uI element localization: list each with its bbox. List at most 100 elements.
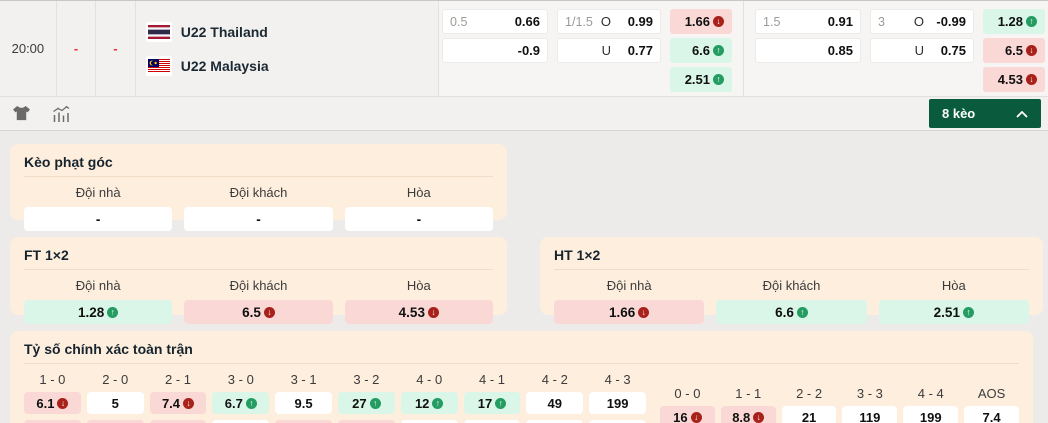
ht-home-odds-cell[interactable]: 1.66 ↓ <box>554 300 705 324</box>
score-odds-cell[interactable]: 49 <box>526 392 584 414</box>
malaysia-flag-icon <box>145 55 172 76</box>
trend-up-icon: ↑ <box>713 74 725 85</box>
odds-value: 6.1 <box>36 395 55 411</box>
chevron-up-icon <box>1016 106 1028 121</box>
score-column: 4 - 2 49 199 <box>526 372 584 423</box>
odds-cell-over[interactable]: 1/1.5 O 0.99 <box>557 9 662 34</box>
score-label: 2 - 0 <box>102 372 129 387</box>
away-header: Đội khách <box>229 278 288 293</box>
score-odds-cell[interactable]: 64↓ <box>86 420 144 423</box>
odds-cell-1x2[interactable]: 6.6 ↑ <box>670 38 733 63</box>
score-odds-cell[interactable]: 8.8 ↓ <box>720 406 776 423</box>
odds-value: 2.51 <box>933 304 960 320</box>
odds-value: 199 <box>919 409 942 423</box>
score-odds-cell[interactable]: 25↓ <box>149 420 207 423</box>
score-odds-cell[interactable]: 27 ↑ <box>337 392 395 414</box>
odds-value: 2.51 <box>684 72 711 87</box>
trend-down-icon: ↓ <box>1026 45 1038 56</box>
odds-cell-1x2[interactable]: 1.66 ↓ <box>670 9 733 34</box>
score-column: 4 - 3 199 199 <box>589 372 646 423</box>
empty-cell <box>442 67 548 92</box>
odds-value: 7.4 <box>161 395 181 411</box>
score-column: 4 - 0 12↑ 199 <box>400 372 458 423</box>
score-odds-cell[interactable]: 199 <box>212 420 270 423</box>
odds-value: 21 <box>801 409 817 423</box>
odds-cell-hdp[interactable]: 1.5 0.91 <box>755 9 862 34</box>
ft-away-odds-cell[interactable]: 6.5 ↓ <box>184 300 333 324</box>
score-odds-cell[interactable]: 17 ↑ <box>463 392 521 414</box>
handicap-value: 1.5 <box>763 14 781 29</box>
odds-cell-under[interactable]: U 0.77 <box>557 38 662 63</box>
score-odds-cell[interactable]: 199 <box>463 420 521 423</box>
column-headers: Đội nhà Đội khách Hòa <box>24 278 493 293</box>
score-odds-cell[interactable]: 199 <box>589 392 646 414</box>
stats-chart-icon[interactable] <box>51 105 71 123</box>
odds-value: 12 <box>414 395 430 411</box>
score-odds-cell[interactable]: 12 ↑ <box>400 392 458 414</box>
corner-home-odds-cell[interactable]: - <box>24 207 173 231</box>
odds-value: 0.91 <box>827 14 854 29</box>
corner-away-odds-cell[interactable]: - <box>184 207 333 231</box>
ft-draw-odds-cell[interactable]: 4.53 ↓ <box>344 300 493 324</box>
score-odds-cell[interactable]: 21↓ <box>24 420 81 423</box>
ht-away-odds-cell[interactable]: 6.6 ↑ <box>716 300 867 324</box>
jersey-icon[interactable] <box>12 105 31 122</box>
score-odds-cell[interactable]: 9.5 <box>275 392 332 414</box>
score-odds-cell[interactable]: 199 <box>589 420 646 423</box>
ht-draw-odds-cell[interactable]: 2.51 ↑ <box>878 300 1029 324</box>
odds-cell-1x2[interactable]: 6.5 ↓ <box>983 38 1046 63</box>
under-label: U <box>601 43 612 58</box>
odds-cell-1x2[interactable]: 4.53 ↓ <box>983 67 1046 92</box>
x12-group-left: 1.66 ↓ 6.6 ↑ 2.51 ↑ <box>670 1 733 96</box>
odds-cell-1x2[interactable]: 1.28 ↑ <box>983 9 1046 34</box>
exact-score-main-grid: 1 - 06.1↓21↓2 - 0564↓2 - 17.4↓25↓3 - 06.… <box>24 372 646 423</box>
home-team-row[interactable]: U22 Thailand <box>145 21 438 42</box>
score-odds-cell[interactable]: 7.4 ↓ <box>149 392 207 414</box>
ht-1x2-panel: HT 1×2 Đội nhà Đội khách Hòa 1.66 ↓ 6.6 ↑ … <box>540 237 1043 324</box>
odds-value: 0.99 <box>627 14 654 29</box>
score-label: 3 - 3 <box>856 386 883 401</box>
odds-value: 1.66 <box>684 14 711 29</box>
score-label: AOS <box>977 386 1006 401</box>
odds-value: 0.75 <box>940 43 967 58</box>
odds-cell-hdp[interactable]: -0.9 <box>442 38 549 63</box>
odds-value: 16 <box>673 409 688 423</box>
score-odds-cell[interactable]: 5 <box>86 392 144 414</box>
score-odds-cell[interactable]: 109↓ <box>275 420 332 423</box>
odds-cell-over[interactable]: 3 O -0.99 <box>870 9 975 34</box>
score-odds-cell[interactable]: 16 ↓ <box>660 406 715 423</box>
odds-value: 1.66 <box>609 304 636 320</box>
odds-value: 6.7 <box>224 395 243 411</box>
odds-cell-1x2[interactable]: 2.51 ↑ <box>670 67 733 92</box>
odds-value: 6.5 <box>1004 43 1024 58</box>
score-odds-cell[interactable]: 199 <box>400 420 458 423</box>
score-odds-cell[interactable]: 199 <box>903 406 959 423</box>
away-team-row[interactable]: U22 Malaysia <box>145 55 438 76</box>
score-odds-cell[interactable]: 21 <box>781 406 837 423</box>
odds-cell-hdp[interactable]: 0.85 <box>755 38 862 63</box>
odds-value: 6.5 <box>242 304 261 320</box>
odds-value: 0.85 <box>827 43 854 58</box>
trend-up-icon: ↑ <box>713 45 725 56</box>
column-headers: Đội nhà Đội khách Hòa <box>554 278 1029 293</box>
score-odds-cell[interactable]: 94↓ <box>337 420 395 423</box>
trend-up-icon: ↑ <box>107 306 119 318</box>
corner-draw-odds-cell[interactable]: - <box>344 207 493 231</box>
score-label: 1 - 0 <box>39 372 66 387</box>
score-odds-cell[interactable]: 199 <box>526 420 584 423</box>
odds-cell-hdp[interactable]: 0.5 0.66 <box>442 9 549 34</box>
under-label: U <box>914 43 925 58</box>
odds-cell-under[interactable]: U 0.75 <box>870 38 975 63</box>
ft-home-odds-cell[interactable]: 1.28 ↑ <box>24 300 173 324</box>
panel-title: FT 1×2 <box>24 247 493 270</box>
score-label: 4 - 4 <box>917 386 944 401</box>
kelo-count-button[interactable]: 8 kèo <box>929 99 1041 128</box>
odds-value: 8.8 <box>732 409 751 423</box>
score-label: 2 - 2 <box>796 386 823 401</box>
score-odds-cell[interactable]: 6.1 ↓ <box>24 392 81 414</box>
exact-score-panel: Tỷ số chính xác toàn trận 1 - 06.1↓21↓2 … <box>10 331 1033 423</box>
score-odds-cell[interactable]: 119 <box>842 406 898 423</box>
score-odds-cell[interactable]: 6.7 ↑ <box>212 392 270 414</box>
score-odds-cell[interactable]: 7.4 <box>964 406 1019 423</box>
odds-value: - <box>256 211 261 227</box>
